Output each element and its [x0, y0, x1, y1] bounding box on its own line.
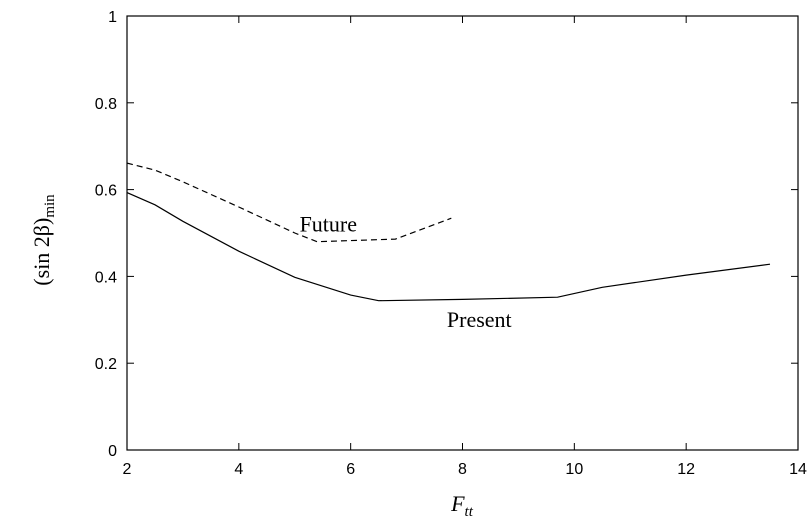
x-tick-label-4: 10: [565, 461, 583, 478]
future-series-label: Future: [300, 211, 357, 236]
x-tick-label-5: 12: [677, 461, 695, 478]
y-tick-label-0: 0: [108, 443, 117, 460]
y-axis-title-subscript: min: [42, 194, 58, 218]
present-series-label: Present: [447, 307, 512, 332]
y-axis-title: (sin 2β)min: [29, 194, 58, 286]
x-axis-title-main: F: [450, 491, 465, 516]
series-labels: Present Future: [300, 211, 512, 331]
plot-frame: [126, 15, 799, 451]
present-series-line: [126, 192, 771, 302]
x-tick-label-3: 8: [458, 461, 467, 478]
x-axis-title-subscript: tt: [465, 504, 474, 520]
y-tick-label-5: 1: [108, 9, 117, 26]
axis-ticks: 2 4 6 8 10 12 14 0 0.2 0.4 0.6 0.8 1: [95, 9, 807, 478]
y-axis-title-main: (sin 2β): [29, 218, 54, 286]
x-axis-title: Ftt: [450, 491, 474, 520]
y-tick-label-4: 0.8: [95, 96, 117, 113]
y-tick-label-2: 0.4: [95, 269, 117, 286]
series-lines: [126, 162, 771, 302]
y-tick-label-3: 0.6: [95, 183, 117, 200]
x-tick-label-0: 2: [123, 461, 132, 478]
y-tick-label-1: 0.2: [95, 356, 117, 373]
future-series-line: [126, 162, 452, 243]
x-tick-label-6: 14: [789, 461, 807, 478]
x-tick-label-2: 6: [346, 461, 355, 478]
x-tick-label-1: 4: [234, 461, 243, 478]
